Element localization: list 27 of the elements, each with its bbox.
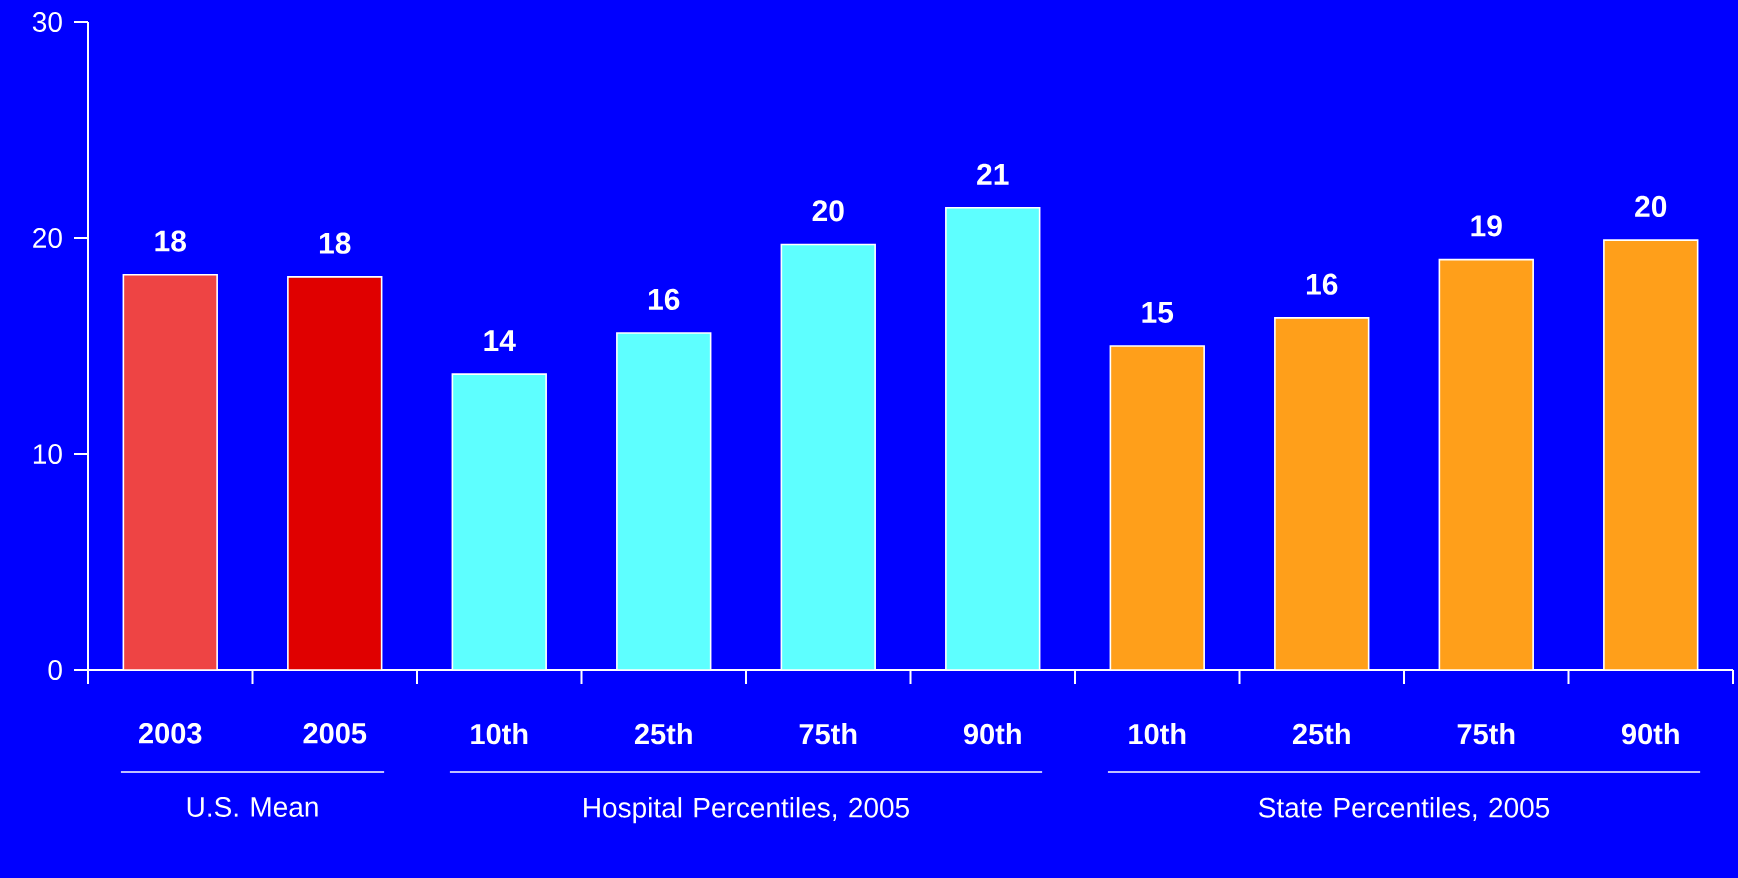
x-tick-label: 10th xyxy=(471,723,528,745)
x-tick-label: 2003 xyxy=(139,723,202,744)
data-label: 21 xyxy=(977,163,1009,185)
x-tick-label: 90th xyxy=(963,723,1021,745)
y-tick-label: 20 xyxy=(33,228,62,248)
data-label: 20 xyxy=(1635,195,1667,218)
text: U.S. Mean xyxy=(187,797,318,817)
x-tick-label: 90th xyxy=(1621,723,1679,745)
x-tick-label: 10th xyxy=(1129,723,1186,745)
data-label: 18 xyxy=(155,230,186,252)
x-tick-label: 2005 xyxy=(303,723,367,744)
x-tick-label: 25th xyxy=(1292,723,1350,745)
y-tick-label: 30 xyxy=(32,12,62,32)
data-label: 16 xyxy=(1306,273,1338,295)
data-label: 19 xyxy=(1471,215,1502,237)
x-tick-label: 25th xyxy=(634,723,692,745)
y-tick-label: 10 xyxy=(33,444,62,464)
data-label: 14 xyxy=(484,330,516,352)
x-tick-label: 75th xyxy=(1457,723,1515,745)
data-label: 18 xyxy=(319,232,351,254)
text: State Percentiles, 2005 xyxy=(1258,797,1550,821)
data-label: 20 xyxy=(812,200,844,222)
text: Hospital Percentiles, 2005 xyxy=(584,797,909,824)
data-label: 15 xyxy=(1142,302,1174,323)
y-tick-label: 0 xyxy=(48,660,62,680)
data-label: 16 xyxy=(648,288,680,310)
x-tick-label: 75th xyxy=(799,723,857,745)
